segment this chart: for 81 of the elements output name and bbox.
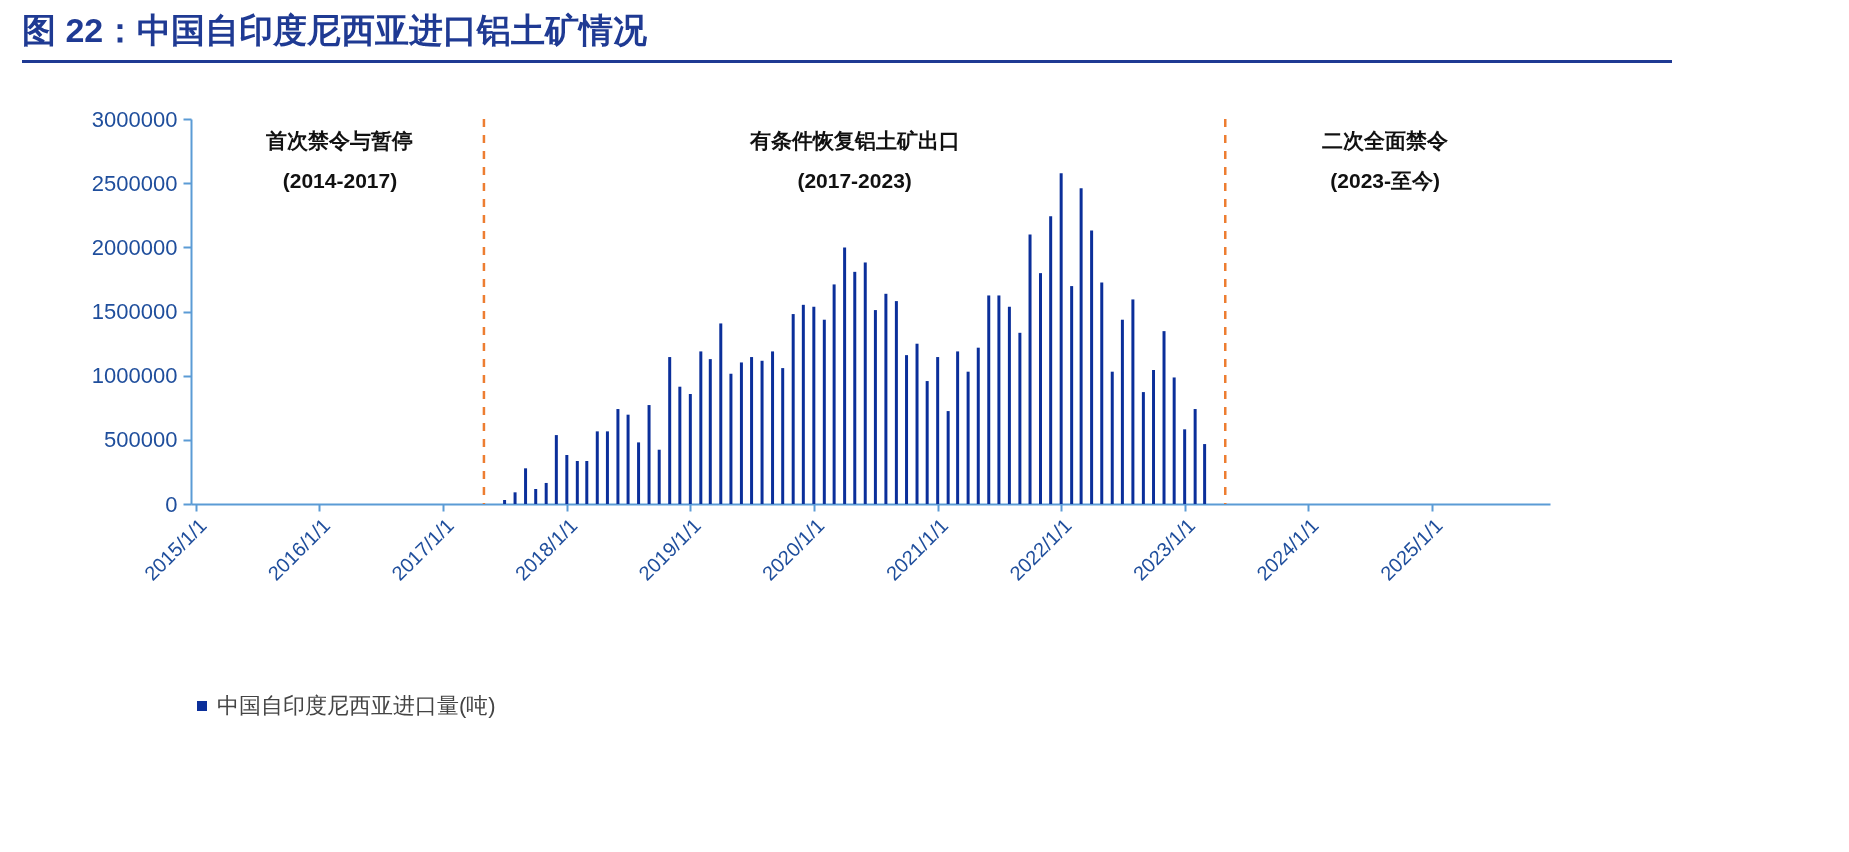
bar	[1018, 332, 1022, 504]
bar	[575, 461, 579, 504]
bar	[873, 310, 877, 504]
bar	[884, 293, 888, 504]
bar	[750, 357, 754, 504]
bar	[554, 435, 558, 504]
bar	[812, 306, 816, 504]
bar	[946, 411, 950, 504]
y-tick-label: 1000000	[91, 363, 178, 389]
bar	[791, 314, 795, 504]
bar	[1049, 216, 1053, 504]
bar	[595, 431, 599, 504]
bar	[699, 351, 703, 504]
bar	[997, 295, 1001, 504]
bar	[1120, 319, 1124, 504]
bar	[503, 500, 507, 504]
bar	[605, 431, 609, 504]
bar	[1039, 273, 1043, 504]
bar	[534, 488, 538, 504]
bar	[729, 373, 733, 504]
bar	[524, 468, 528, 504]
bar	[739, 362, 743, 504]
bar	[647, 405, 651, 504]
legend-label: 中国自印度尼西亚进口量(吨)	[217, 693, 496, 718]
y-tick-label: 500000	[104, 427, 178, 453]
bar	[853, 271, 857, 504]
bar	[565, 454, 569, 504]
bar	[1070, 286, 1074, 504]
bar	[925, 381, 929, 504]
bar	[1193, 409, 1197, 504]
bar	[1131, 299, 1135, 504]
bar	[616, 409, 620, 504]
y-tick-label: 1500000	[91, 299, 178, 324]
bar	[678, 386, 682, 504]
chart-title: 图 22：中国自印度尼西亚进口铝土矿情况	[22, 8, 1672, 63]
annotation: 二次全面禁令 (2023-至今)	[1322, 129, 1449, 192]
annotation: 首次禁令与暂停 (2014-2017)	[265, 129, 414, 192]
bar	[760, 360, 764, 504]
bar	[781, 368, 785, 504]
bar	[1079, 188, 1083, 504]
bar	[1059, 173, 1063, 504]
bar	[1028, 234, 1032, 504]
bar	[585, 461, 589, 504]
bar	[801, 304, 805, 504]
bar	[843, 247, 847, 504]
bar	[936, 357, 940, 504]
bar	[1007, 306, 1011, 504]
bar	[637, 442, 641, 504]
bar	[1090, 230, 1094, 504]
bar	[976, 347, 980, 504]
bar	[513, 492, 517, 504]
bar	[626, 414, 630, 504]
bar	[1141, 392, 1145, 504]
bar	[987, 295, 991, 504]
y-tick-label: 0	[165, 491, 178, 517]
bar	[657, 449, 661, 504]
bar	[894, 301, 898, 504]
bar	[1152, 370, 1156, 504]
y-tick-label: 2000000	[91, 234, 178, 260]
bar	[1183, 429, 1187, 504]
bar	[1100, 282, 1104, 504]
bar	[832, 284, 836, 504]
bar	[966, 371, 970, 504]
bar	[822, 319, 826, 504]
bar	[688, 394, 692, 504]
bar	[1172, 377, 1176, 504]
bar	[708, 359, 712, 504]
bar	[719, 323, 723, 504]
bar	[1110, 371, 1114, 504]
y-tick-label: 2500000	[91, 170, 178, 196]
bar	[1203, 444, 1207, 504]
bar	[915, 343, 919, 504]
bar	[956, 351, 960, 504]
bar	[1162, 331, 1166, 504]
y-tick-label: 3000000	[91, 106, 178, 132]
bar	[668, 357, 672, 504]
bar	[544, 482, 548, 504]
bar	[863, 262, 867, 504]
annotation: 有条件恢复铝土矿出口 (2017-2023)	[748, 129, 960, 192]
bar	[771, 351, 775, 504]
bar	[905, 355, 909, 504]
